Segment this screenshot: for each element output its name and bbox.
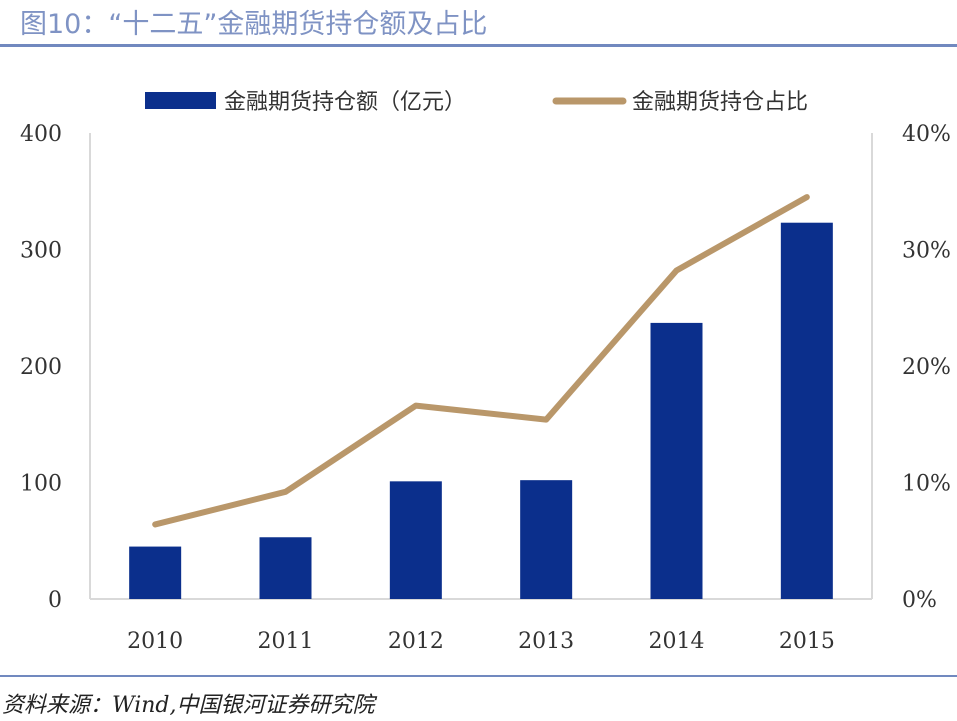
legend-label-bar: 金融期货持仓额（亿元） — [224, 90, 466, 115]
source-note: 资料来源：Wind,中国银河证券研究院 — [2, 693, 375, 718]
legend-label-line: 金融期货持仓占比 — [632, 90, 808, 115]
left-tick-label: 400 — [20, 122, 62, 147]
bar-2014 — [650, 322, 703, 599]
x-tick-label: 2015 — [779, 629, 835, 654]
footer-divider — [0, 675, 957, 677]
left-tick-label: 100 — [20, 472, 62, 497]
right-tick-label: 10% — [902, 472, 951, 497]
x-tick-label: 2010 — [127, 629, 183, 654]
x-tick-label: 2012 — [388, 629, 444, 654]
bar-2011 — [259, 537, 312, 599]
chart-title: 图10：“十二五”金融期货持仓额及占比 — [20, 9, 488, 40]
bar-2010 — [129, 546, 182, 599]
bar-2013 — [520, 480, 573, 599]
right-tick-label: 20% — [902, 355, 951, 380]
x-tick-label: 2013 — [518, 629, 574, 654]
left-tick-label: 300 — [20, 239, 62, 264]
left-tick-label: 0 — [48, 588, 62, 613]
x-tick-label: 2011 — [258, 629, 314, 654]
legend: 金融期货持仓额（亿元） 金融期货持仓占比 — [145, 90, 808, 115]
bar-2015 — [780, 222, 833, 599]
title-divider — [0, 44, 957, 47]
legend-swatch-bar — [145, 92, 216, 109]
right-tick-label: 40% — [902, 122, 951, 147]
x-tick-label: 2014 — [649, 629, 705, 654]
right-tick-label: 0% — [902, 588, 937, 613]
bar-2012 — [389, 481, 442, 599]
right-tick-label: 30% — [902, 239, 951, 264]
left-tick-label: 200 — [20, 355, 62, 380]
share-line — [152, 194, 810, 528]
